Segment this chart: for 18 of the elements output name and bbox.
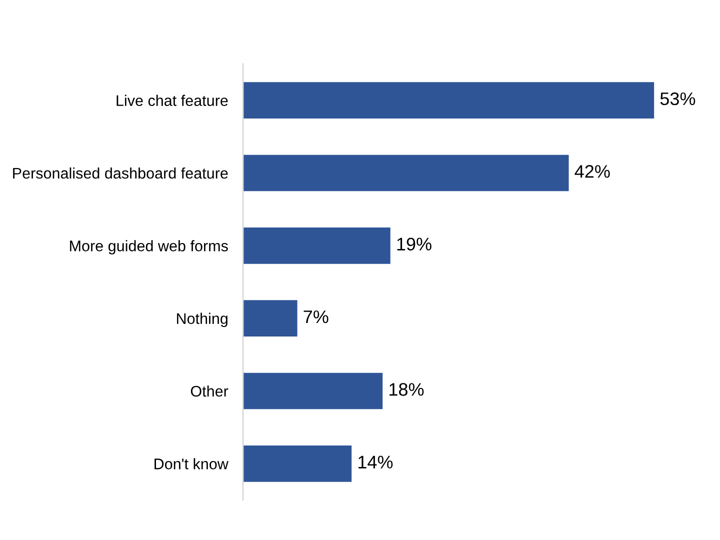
y-tick-label: Nothing	[177, 312, 228, 328]
bar	[243, 445, 352, 482]
y-tick-label: Personalised dashboard feature	[13, 167, 228, 179]
bar	[243, 300, 298, 336]
data-label: 53%	[660, 92, 696, 106]
bar	[243, 372, 383, 410]
y-tick-label: Don't know	[154, 458, 228, 470]
y-tick-label: Live chat feature	[116, 94, 228, 106]
y-tick-label: Other	[190, 385, 228, 397]
y-tick-label: More guided web forms	[70, 240, 228, 254]
data-label: 42%	[574, 165, 610, 178]
bar	[243, 227, 390, 264]
data-label: 14%	[358, 456, 393, 468]
bar	[243, 82, 654, 118]
data-label: 19%	[397, 238, 432, 250]
bar	[243, 154, 569, 192]
data-label: 7%	[304, 310, 328, 324]
data-label: 18%	[390, 383, 424, 396]
